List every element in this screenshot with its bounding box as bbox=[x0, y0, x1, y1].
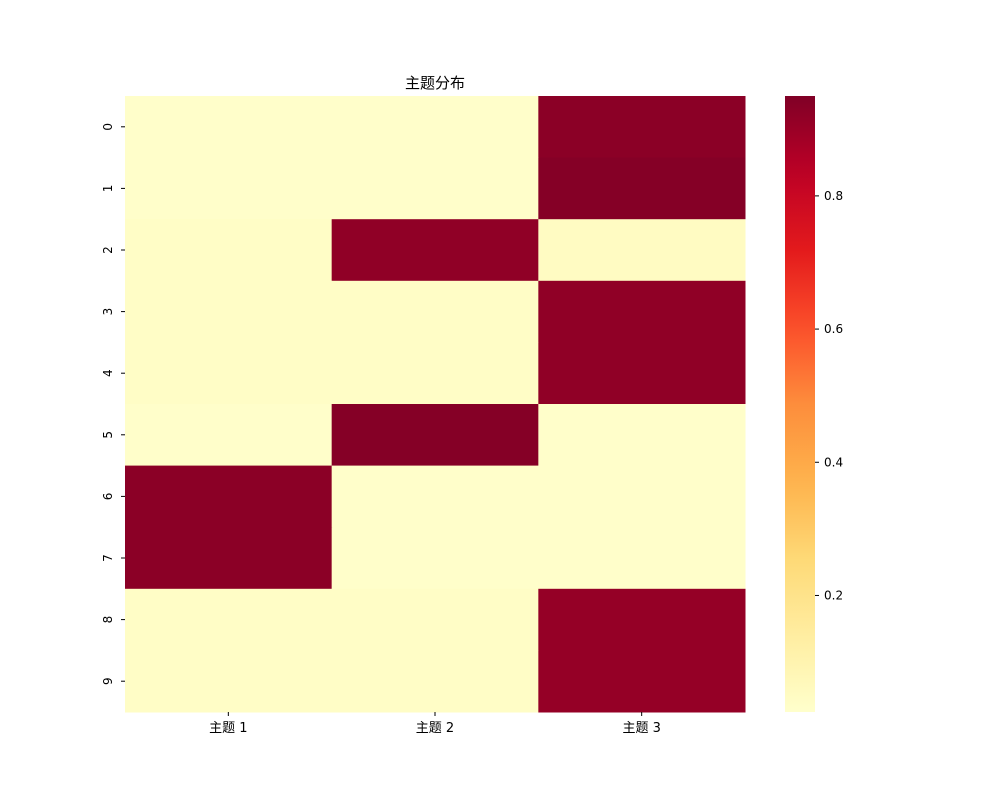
heatmap-cell bbox=[125, 650, 333, 713]
colorbar-axis: 0.2 0.4 0.6 0.8 bbox=[815, 189, 843, 602]
heatmap-cell bbox=[331, 465, 539, 528]
y-tick-label: 0 bbox=[101, 123, 115, 131]
heatmap-cell bbox=[125, 465, 333, 528]
heatmap-cell bbox=[538, 588, 746, 651]
y-tick-label: 2 bbox=[101, 246, 115, 254]
heatmap-cell bbox=[125, 342, 333, 405]
y-tick-label: 5 bbox=[101, 431, 115, 439]
x-tick-label: 主题 3 bbox=[622, 721, 660, 736]
colorbar-tick-label: 0.8 bbox=[824, 189, 843, 203]
colorbar-tick-label: 0.2 bbox=[824, 588, 843, 602]
y-axis: 0 1 2 3 4 5 6 7 8 9 bbox=[101, 123, 125, 685]
x-axis: 主题 1 主题 2 主题 3 bbox=[209, 712, 661, 736]
heatmap-cell bbox=[331, 280, 539, 343]
colorbar-tick-label: 0.6 bbox=[824, 322, 843, 336]
y-tick-label: 3 bbox=[101, 308, 115, 316]
heatmap-cell bbox=[125, 588, 333, 651]
x-tick-label: 主题 2 bbox=[416, 721, 454, 736]
heatmap-cell bbox=[125, 157, 333, 220]
heatmap-cell bbox=[331, 650, 539, 713]
heatmap-cell bbox=[538, 527, 746, 590]
y-tick-label: 6 bbox=[101, 493, 115, 501]
heatmap-cell bbox=[331, 219, 539, 282]
y-tick-label: 1 bbox=[101, 185, 115, 193]
heatmap-cell bbox=[331, 96, 539, 159]
heatmap-cell bbox=[331, 527, 539, 590]
heatmap-cell bbox=[125, 527, 333, 590]
heatmap-cell bbox=[125, 280, 333, 343]
heatmap-cell bbox=[538, 96, 746, 159]
heatmap-cell bbox=[125, 96, 333, 159]
heatmap-cell bbox=[538, 404, 746, 467]
heatmap-cell bbox=[331, 342, 539, 405]
heatmap-cell bbox=[125, 219, 333, 282]
heatmap-cell bbox=[125, 404, 333, 467]
heatmap-cell bbox=[538, 650, 746, 713]
heatmap-cells bbox=[125, 96, 746, 713]
heatmap-cell bbox=[538, 219, 746, 282]
heatmap-cell bbox=[538, 342, 746, 405]
heatmap-cell bbox=[331, 588, 539, 651]
y-tick-label: 4 bbox=[101, 369, 115, 377]
heatmap-cell bbox=[538, 280, 746, 343]
heatmap-cell bbox=[538, 157, 746, 220]
x-tick-label: 主题 1 bbox=[209, 721, 247, 736]
chart-title: 主题分布 bbox=[405, 74, 465, 92]
colorbar bbox=[785, 96, 815, 712]
heatmap-cell bbox=[331, 404, 539, 467]
colorbar-tick-label: 0.4 bbox=[824, 455, 843, 469]
y-tick-label: 7 bbox=[101, 554, 115, 562]
y-tick-label: 9 bbox=[101, 677, 115, 685]
heatmap-cell bbox=[538, 465, 746, 528]
heatmap-cell bbox=[331, 157, 539, 220]
y-tick-label: 8 bbox=[101, 616, 115, 624]
